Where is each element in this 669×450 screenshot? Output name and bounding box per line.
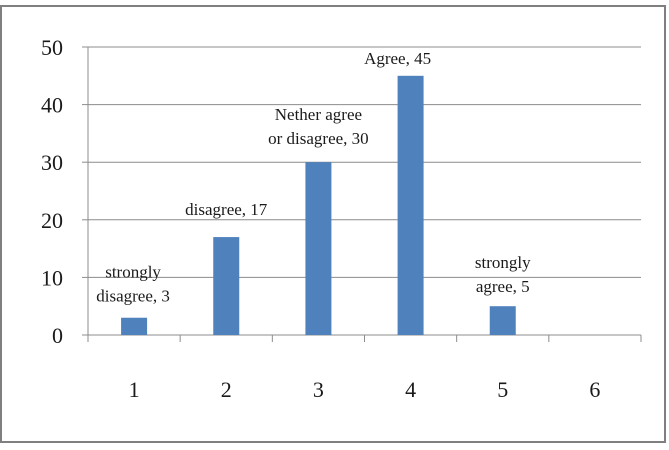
- data-label-line: disagree, 17: [185, 200, 268, 219]
- data-label: disagree, 17: [185, 200, 268, 219]
- bars: [121, 75, 516, 336]
- data-label-line: strongly: [105, 263, 161, 282]
- data-label-line: strongly: [475, 253, 531, 272]
- x-tick-label: 2: [221, 377, 232, 402]
- data-label-line: agree, 5: [476, 277, 530, 296]
- bar-5: [489, 306, 516, 335]
- data-label-line: Agree, 45: [364, 49, 431, 68]
- y-tick-label: 30: [41, 150, 63, 175]
- data-label-line: or disagree, 30: [268, 129, 369, 148]
- x-tick-label: 3: [313, 377, 324, 402]
- data-label-line: Nether agree: [275, 105, 362, 124]
- bar-1: [121, 317, 148, 335]
- data-label-line: disagree, 3: [96, 287, 170, 306]
- x-tick-label: 6: [589, 377, 600, 402]
- data-label: Nether agree or disagree, 30: [268, 105, 369, 148]
- axes: [82, 46, 642, 342]
- x-tick-label: 4: [405, 377, 416, 402]
- y-tick-label: 20: [41, 208, 63, 233]
- chart-border: [0, 5, 666, 443]
- y-tick-label: 40: [41, 93, 63, 118]
- data-label: strongly agree, 5: [475, 253, 531, 296]
- y-tick-label: 10: [41, 265, 63, 290]
- y-tick-label: 50: [41, 35, 63, 60]
- x-tick-label: 5: [497, 377, 508, 402]
- x-tick-label: 1: [129, 377, 140, 402]
- bar-2: [213, 237, 240, 335]
- gridlines: [88, 46, 641, 278]
- bar-3: [305, 162, 332, 335]
- bar-4: [397, 75, 424, 336]
- labels: 0 10 20 30 40 50 1 strongly disagree, 3 2 disagree…: [41, 35, 600, 402]
- data-label: strongly disagree, 3: [96, 263, 170, 306]
- y-tick-label: 0: [52, 323, 63, 348]
- data-label: Agree, 45: [364, 49, 431, 68]
